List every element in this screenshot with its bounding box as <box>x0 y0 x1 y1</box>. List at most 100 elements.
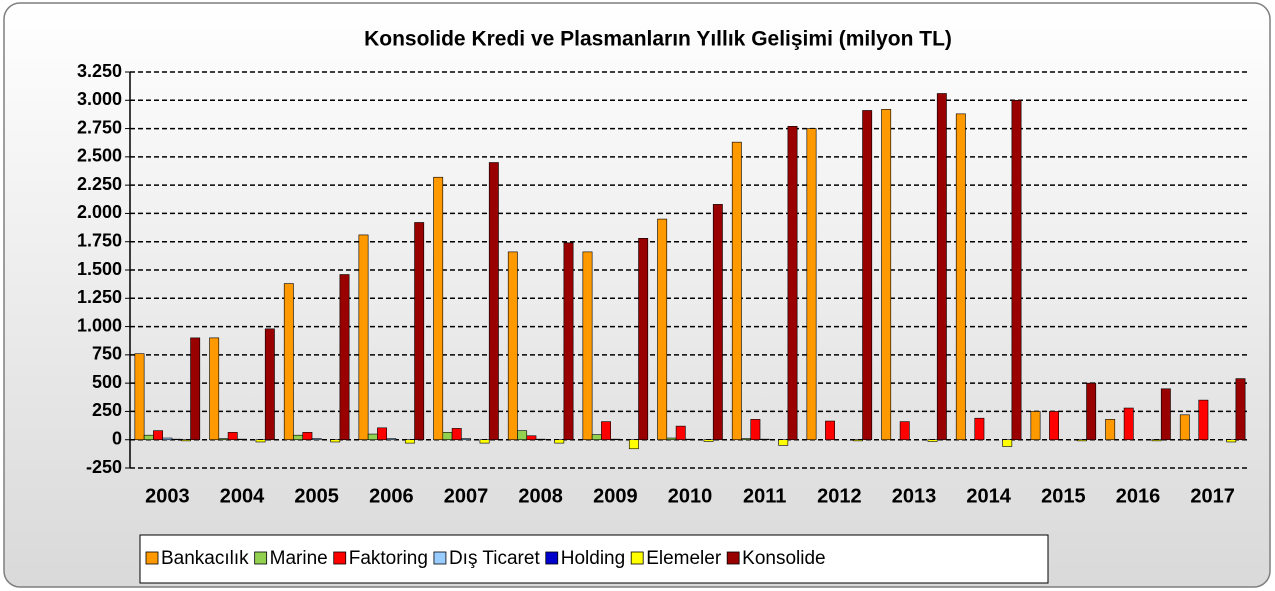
y-tick-label: 2.500 <box>77 146 122 166</box>
bar <box>311 438 322 441</box>
bar <box>218 438 229 441</box>
bar <box>638 238 649 441</box>
y-tick-label: 750 <box>92 344 122 364</box>
y-tick-label: 3.250 <box>77 61 122 81</box>
bar <box>741 438 752 441</box>
bar <box>488 162 499 441</box>
bar <box>1123 407 1134 441</box>
bar <box>563 242 574 441</box>
x-tick-label: 2015 <box>1041 485 1086 507</box>
bar <box>731 141 742 441</box>
x-tick-label: 2003 <box>145 485 190 507</box>
bar <box>227 432 238 441</box>
bar <box>358 234 369 441</box>
bar <box>759 438 770 441</box>
y-tick-label: 250 <box>92 400 122 420</box>
x-tick-label: 2012 <box>817 485 862 507</box>
bar <box>143 434 154 441</box>
bar <box>852 439 863 442</box>
legend-swatch <box>333 551 347 565</box>
bar <box>162 437 173 441</box>
x-tick-label: 2016 <box>1116 485 1161 507</box>
bar <box>1160 388 1171 441</box>
bar <box>1151 439 1162 442</box>
y-tick-label: 1.250 <box>77 287 122 307</box>
y-tick-label: 1.750 <box>77 230 122 250</box>
bar <box>927 439 938 442</box>
y-tick-label: 500 <box>92 372 122 392</box>
legend-swatch <box>630 551 644 565</box>
bar <box>1179 414 1190 441</box>
bar <box>601 421 611 441</box>
bar <box>264 328 275 441</box>
bar <box>171 438 182 441</box>
legend-swatch <box>433 551 447 565</box>
bar <box>610 438 621 441</box>
bar <box>404 439 415 444</box>
bar <box>750 419 761 441</box>
bar <box>675 425 686 441</box>
x-tick-label: 2013 <box>892 485 937 507</box>
bar <box>936 93 947 441</box>
bar <box>1235 378 1246 441</box>
bar <box>1049 411 1059 441</box>
x-tick-label: 2014 <box>966 485 1011 507</box>
legend-label: Elemeler <box>646 548 722 569</box>
bar <box>974 417 985 441</box>
bar <box>153 430 163 441</box>
bar <box>190 337 201 441</box>
bar <box>825 420 835 441</box>
bar <box>433 176 444 441</box>
bar <box>517 430 528 441</box>
bar <box>293 434 304 441</box>
legend-label: Dış Ticaret <box>449 548 541 569</box>
bar <box>209 337 220 441</box>
y-tick-label: 0 <box>112 428 122 448</box>
bar <box>862 110 873 441</box>
bar <box>685 438 695 441</box>
bar <box>255 439 266 443</box>
bar <box>507 251 518 441</box>
bar <box>367 433 378 441</box>
legend-label: Faktoring <box>349 548 428 569</box>
bar <box>535 438 546 441</box>
x-tick-label: 2008 <box>518 485 563 507</box>
bar <box>442 432 453 441</box>
legend-swatch <box>254 551 268 565</box>
x-tick-label: 2007 <box>444 485 489 507</box>
bar <box>787 126 798 441</box>
bar <box>386 438 397 441</box>
bar <box>377 427 387 441</box>
y-tick-label: 2.000 <box>77 202 122 222</box>
x-tick-label: 2011 <box>743 485 786 507</box>
bar <box>582 251 593 441</box>
bar <box>666 437 677 441</box>
bar <box>1226 439 1237 443</box>
legend-swatch <box>145 551 159 565</box>
bar <box>180 439 191 442</box>
legend-label: Bankacılık <box>161 548 249 569</box>
bar <box>237 438 247 441</box>
legend-swatch <box>726 551 740 565</box>
y-tick-label: 1.000 <box>77 315 122 335</box>
bar <box>554 439 565 444</box>
x-tick-label: 2017 <box>1190 485 1235 507</box>
legend-swatch <box>545 551 559 565</box>
x-tick-label: 2006 <box>369 485 414 507</box>
bar <box>1011 99 1022 441</box>
bar <box>1198 399 1209 441</box>
chart-frame <box>3 2 1271 588</box>
bar <box>806 128 817 441</box>
bar <box>330 439 341 443</box>
bar <box>283 283 294 441</box>
bar <box>628 439 639 450</box>
x-tick-label: 2009 <box>593 485 638 507</box>
bar <box>526 435 537 441</box>
bar <box>339 274 350 441</box>
bar <box>1076 439 1087 442</box>
legend-label: Holding <box>561 548 625 569</box>
x-tick-label: 2005 <box>294 485 339 507</box>
bar <box>778 439 789 446</box>
bar <box>955 113 966 441</box>
y-tick-label: 2.250 <box>77 174 122 194</box>
